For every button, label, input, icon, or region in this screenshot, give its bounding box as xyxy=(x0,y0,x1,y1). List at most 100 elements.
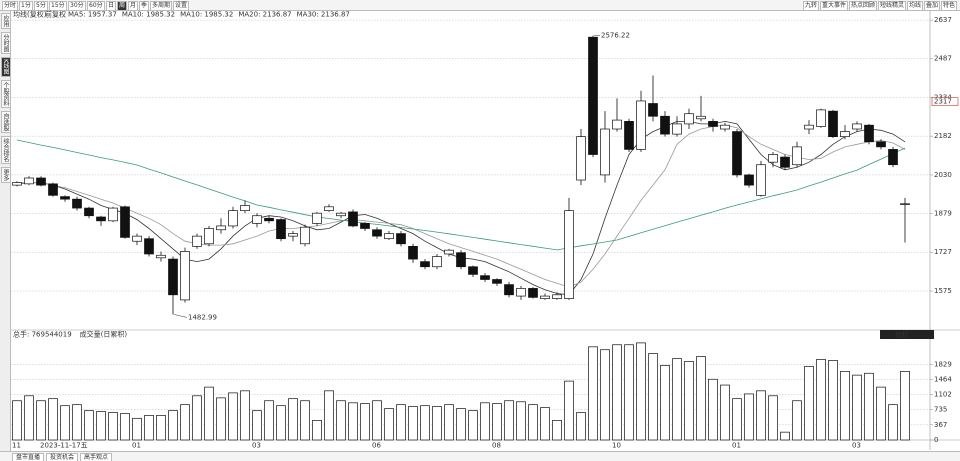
volume-bar xyxy=(540,407,550,441)
y-tick-label: 2487 xyxy=(934,54,952,62)
candle-body xyxy=(876,141,886,148)
volume-bar xyxy=(144,415,154,441)
sidebar-tab[interactable]: 综合排名 xyxy=(1,136,11,164)
toolbar-button[interactable]: 叠加 xyxy=(924,1,941,11)
volume-bar xyxy=(888,404,898,441)
candle-body xyxy=(192,235,202,247)
indicator-button[interactable] xyxy=(880,330,934,339)
sidebar-tab[interactable]: 应用 xyxy=(1,13,11,29)
volume-bar xyxy=(432,406,442,441)
toolbar-tab[interactable]: 日 xyxy=(106,1,117,11)
y-tick-label: 1829 xyxy=(934,360,952,368)
volume-bar xyxy=(648,353,658,441)
volume-bar xyxy=(744,393,754,441)
y-tick-label: 367 xyxy=(934,421,947,429)
volume-bar xyxy=(696,356,706,441)
toolbar-button[interactable]: 特色 xyxy=(941,1,958,11)
toolbar-tab[interactable]: 30分 xyxy=(68,1,86,11)
candle-body xyxy=(228,210,238,227)
y-tick-label: 1727 xyxy=(934,248,952,256)
volume-bar xyxy=(612,344,622,441)
volume-bar xyxy=(48,398,58,441)
bottom-tab[interactable]: 高手观点 xyxy=(80,453,113,461)
candle-body xyxy=(468,266,478,275)
candle-body xyxy=(396,233,406,245)
volume-bar xyxy=(384,408,394,441)
volume-bar xyxy=(816,359,826,441)
bottom-tab[interactable]: 投资机会 xyxy=(46,453,79,461)
y-tick-label: 2334 xyxy=(934,93,952,101)
toolbar-tab[interactable]: 周 xyxy=(117,1,128,11)
candle-body xyxy=(696,115,706,120)
candle-body xyxy=(792,146,802,166)
volume-bar xyxy=(480,402,490,441)
toolbar-button[interactable]: 短线精灵 xyxy=(878,1,907,11)
candle-body xyxy=(564,210,574,299)
volume-bar xyxy=(348,402,358,441)
volume-bar xyxy=(84,410,94,441)
volume-bar xyxy=(300,400,310,441)
toolbar-button[interactable]: 重大事件 xyxy=(820,1,849,11)
legend-entry: MA10: 1985.32 xyxy=(122,11,175,19)
sidebar-tab[interactable]: K线图 xyxy=(1,57,11,77)
volume-bar xyxy=(672,358,682,441)
legend-entry: MA30: 2136.87 xyxy=(297,11,350,19)
volume-bar xyxy=(192,395,202,441)
last-price-box xyxy=(931,97,959,107)
candle-body xyxy=(96,216,106,222)
volume-bar xyxy=(840,371,850,441)
volume-bar xyxy=(180,404,190,441)
toolbar-tab[interactable]: 季 xyxy=(139,1,150,11)
candle-body xyxy=(300,226,310,245)
candle-body xyxy=(204,228,214,245)
y-tick-label: 1464 xyxy=(934,376,952,384)
candle-body xyxy=(372,229,382,237)
volume-bar xyxy=(456,408,466,441)
candle-body xyxy=(84,207,94,217)
y-tick-label: 1102 xyxy=(934,390,952,398)
sidebar-tab[interactable]: 更多 xyxy=(1,167,11,183)
volume-bar xyxy=(660,365,670,441)
toolbar-tab[interactable]: 60分 xyxy=(87,1,105,11)
toolbar: 分时 1分 5分 15分 30分 60分日周月季多周期 设置 特色 叠加 均线 短线精灵 热点回顾 重大… xyxy=(0,0,960,11)
sidebar-tab[interactable]: 自选股 xyxy=(1,111,11,133)
sidebar-tab[interactable]: 个股资料 xyxy=(1,80,11,108)
toolbar-button[interactable]: 热点回顾 xyxy=(849,1,878,11)
candle-body xyxy=(444,249,454,255)
candle-body xyxy=(720,124,730,130)
toolbar-button[interactable]: 均线 xyxy=(907,1,924,11)
low-annotation: 1482.99 xyxy=(188,313,217,321)
candle-body xyxy=(264,217,274,222)
toolbar-tab[interactable]: 分时 xyxy=(2,1,19,11)
candle-body xyxy=(660,115,670,135)
volume-bar xyxy=(804,366,814,441)
annotation-leader xyxy=(173,314,188,318)
volume-bar xyxy=(720,384,730,441)
toolbar-tab[interactable]: 15分 xyxy=(49,1,67,11)
candle-body xyxy=(492,279,502,284)
toolbar-tab[interactable]: 月 xyxy=(128,1,139,11)
legend-mode: 前复权 xyxy=(45,10,66,19)
toolbar-button[interactable]: 九转 xyxy=(803,1,820,11)
toolbar-tab[interactable]: 设置 xyxy=(173,1,190,11)
candle-body xyxy=(360,223,370,229)
candle-body xyxy=(708,121,718,127)
candle-body xyxy=(144,238,154,255)
candle-body xyxy=(900,203,910,205)
volume-bar xyxy=(60,405,70,441)
toolbar-tab[interactable]: 多周期 xyxy=(150,1,173,11)
candle-body xyxy=(240,205,250,211)
ma-line xyxy=(17,124,906,288)
sidebar-tab[interactable]: 分时图 xyxy=(1,32,11,54)
x-tick-label: 08 xyxy=(492,442,501,450)
bottom-tab[interactable]: 盘市直播 xyxy=(12,453,45,461)
volume-bar xyxy=(552,420,562,441)
indicator-button-label[interactable]: 指标 xyxy=(895,330,909,339)
candle-body xyxy=(612,119,622,130)
volume-bar xyxy=(396,404,406,441)
volume-bar xyxy=(252,410,262,441)
volume-bar xyxy=(516,401,526,441)
volume-bar xyxy=(336,400,346,441)
toolbar-tab[interactable]: 5分 xyxy=(34,1,48,11)
toolbar-tab[interactable]: 1分 xyxy=(19,1,33,11)
